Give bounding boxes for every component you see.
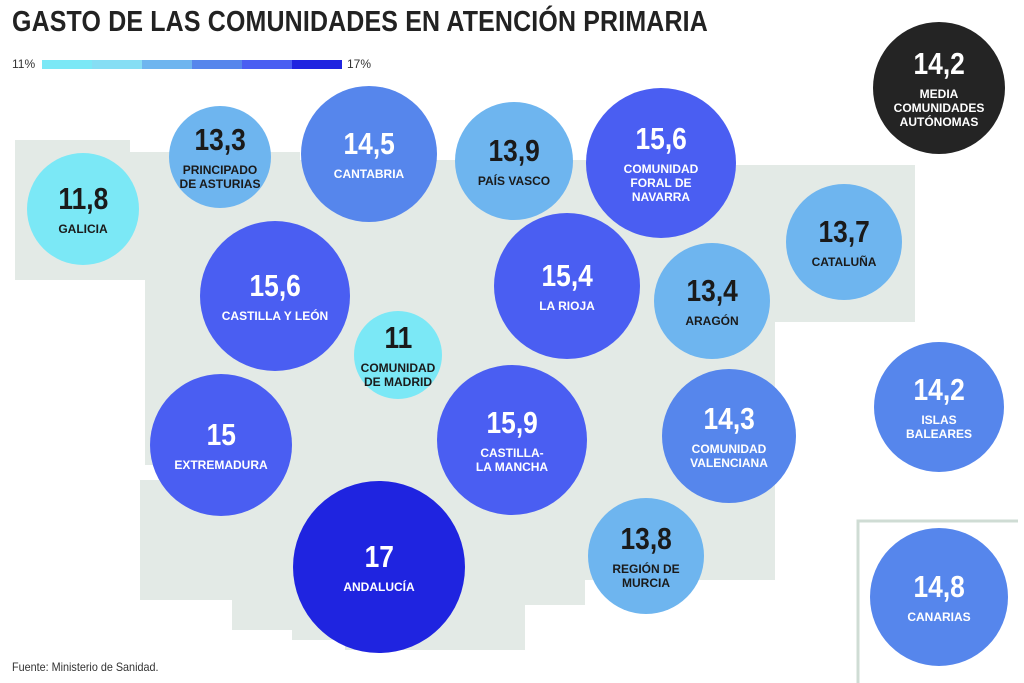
- bubble-cataluna: 13,7 CATALUÑA: [786, 184, 902, 300]
- legend-max-label: 17%: [347, 57, 372, 71]
- bubble-value: 11: [384, 319, 412, 355]
- bubble-label: CASTILLA Y LEÓN: [221, 308, 329, 323]
- legend-swatch: [92, 60, 142, 69]
- bubble-label: MEDIA COMUNIDADES AUTÓNOMAS: [893, 86, 985, 129]
- bubble-label: ARAGÓN: [685, 313, 739, 328]
- bubble-label: CASTILLA- LA MANCHA: [475, 445, 549, 474]
- legend-swatch: [142, 60, 192, 69]
- legend-swatch: [42, 60, 92, 69]
- bubble-value: 15,9: [486, 404, 538, 440]
- bubble-label: GALICIA: [58, 221, 108, 236]
- bubble-value: 13,3: [194, 121, 246, 157]
- bubble-value: 14,5: [343, 125, 395, 161]
- bubble-aragon: 13,4 ARAGÓN: [654, 243, 770, 359]
- bubble-value: 17: [364, 538, 394, 574]
- bubble-label: COMUNIDAD DE MADRID: [360, 360, 436, 389]
- canarias-inset-frame: [856, 519, 1018, 683]
- bubble-value: 13,4: [686, 272, 738, 308]
- bubble-region-de-murcia: 13,8 REGIÓN DE MURCIA: [588, 498, 704, 614]
- bubble-label: CATALUÑA: [811, 254, 877, 269]
- color-scale-legend: [42, 60, 342, 69]
- chart-title: GASTO DE LAS COMUNIDADES EN ATENCIÓN PRI…: [12, 6, 708, 38]
- bubble-value: 14,8: [913, 568, 965, 604]
- bubble-label: LA RIOJA: [539, 298, 595, 313]
- bubble-value: 15,6: [249, 267, 301, 303]
- bubble-label: CANARIAS: [907, 609, 971, 624]
- legend-min-label: 11%: [12, 57, 36, 71]
- bubble-comunidad-valenciana: 14,3 COMUNIDAD VALENCIANA: [662, 369, 796, 503]
- bubble-la-rioja: 15,4 LA RIOJA: [494, 213, 640, 359]
- bubble-value: 13,9: [488, 132, 540, 168]
- bubble-cantabria: 14,5 CANTABRIA: [301, 86, 437, 222]
- bubble-castilla-y-leon: 15,6 CASTILLA Y LEÓN: [200, 221, 350, 371]
- legend-swatch: [242, 60, 292, 69]
- bubble-label: PAÍS VASCO: [477, 173, 551, 188]
- bubble-label: CANTABRIA: [333, 166, 405, 181]
- bubble-castilla-la-mancha: 15,9 CASTILLA- LA MANCHA: [437, 365, 587, 515]
- bubble-value: 14,2: [913, 45, 965, 81]
- bubble-label: ISLAS BALEARES: [905, 412, 972, 441]
- bubble-label: ANDALUCÍA: [343, 579, 415, 594]
- bubble-label: COMUNIDAD FORAL DE NAVARRA: [623, 161, 699, 204]
- source-note: Fuente: Ministerio de Sanidad.: [12, 660, 159, 674]
- bubble-islas-baleares: 14,2 ISLAS BALEARES: [874, 342, 1004, 472]
- bubble-value: 14,3: [703, 400, 755, 436]
- bubble-andalucia: 17 ANDALUCÍA: [293, 481, 465, 653]
- bubble-label: COMUNIDAD VALENCIANA: [690, 441, 768, 470]
- bubble-value: 15,4: [541, 257, 593, 293]
- bubble-value: 15: [206, 416, 236, 452]
- bubble-label: REGIÓN DE MURCIA: [612, 561, 680, 590]
- bubble-value: 13,7: [818, 213, 870, 249]
- legend-swatch: [292, 60, 342, 69]
- legend-swatch: [192, 60, 242, 69]
- bubble-media-comunidades: 14,2 MEDIA COMUNIDADES AUTÓNOMAS: [873, 22, 1005, 154]
- bubble-comunidad-foral-de-navarra: 15,6 COMUNIDAD FORAL DE NAVARRA: [586, 88, 736, 238]
- bubble-value: 13,8: [620, 520, 672, 556]
- bubble-label: EXTREMADURA: [174, 457, 268, 472]
- bubble-value: 14,2: [913, 371, 965, 407]
- bubble-value: 11,8: [58, 180, 108, 216]
- bubble-extremadura: 15 EXTREMADURA: [150, 374, 292, 516]
- bubble-comunidad-de-madrid: 11 COMUNIDAD DE MADRID: [354, 311, 442, 399]
- bubble-label: PRINCIPADO DE ASTURIAS: [179, 162, 261, 191]
- bubble-principado-de-asturias: 13,3 PRINCIPADO DE ASTURIAS: [169, 106, 271, 208]
- bubble-pais-vasco: 13,9 PAÍS VASCO: [455, 102, 573, 220]
- bubble-galicia: 11,8 GALICIA: [27, 153, 139, 265]
- bubble-value: 15,6: [635, 120, 687, 156]
- bubble-canarias: 14,8 CANARIAS: [870, 528, 1008, 666]
